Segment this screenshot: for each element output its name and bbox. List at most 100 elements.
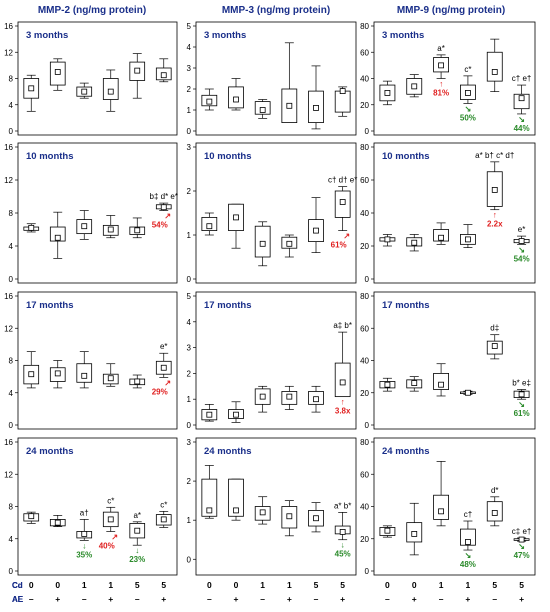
cd-group-value: 1 (439, 580, 444, 590)
significance-label: c* (107, 496, 114, 505)
y-tick-label: 4 (187, 318, 192, 327)
box-median-marker (134, 527, 141, 534)
box-median-marker (81, 372, 88, 379)
significance-label: c† e† (512, 74, 532, 83)
y-tick-label: 3 (187, 438, 192, 447)
y-tick-label: 12 (4, 470, 13, 479)
box-median-marker (160, 204, 167, 211)
significance-label: c† (464, 510, 472, 519)
box-median-marker (28, 371, 35, 378)
box-median-marker (233, 96, 239, 103)
y-tick-label: 40 (360, 357, 369, 366)
cd-axis-label: Cd (12, 581, 23, 590)
ae-group-value: + (161, 594, 166, 604)
box-median-marker (107, 226, 114, 233)
y-tick-label: 80 (360, 143, 369, 152)
box-median-marker (518, 391, 525, 398)
change-percent: 48% (460, 560, 476, 569)
box-median-marker (313, 227, 319, 234)
y-tick-label: 5 (187, 22, 192, 31)
box-median-marker (518, 238, 525, 244)
y-tick-label: 0 (9, 275, 14, 284)
box-median-marker (160, 516, 167, 523)
change-percent: 61% (331, 241, 347, 250)
y-tick-label: 12 (4, 48, 13, 57)
change-percent: 44% (514, 124, 530, 133)
box-iqr (486, 51, 503, 82)
ae-group-value: – (29, 594, 34, 604)
panel-label: 10 months (26, 151, 74, 162)
box-median-marker (233, 507, 239, 514)
box-median-marker (160, 72, 167, 79)
y-tick-label: 16 (4, 22, 13, 31)
y-tick-label: 0 (365, 567, 370, 576)
y-tick-label: 60 (360, 470, 369, 479)
significance-label: c‡ e† (512, 527, 532, 536)
change-percent: 2.2x (487, 220, 503, 229)
box-median-marker (411, 531, 418, 537)
box-median-marker (81, 531, 88, 537)
y-tick-label: 0 (365, 421, 370, 430)
panel-label: 3 months (204, 30, 246, 41)
cd-group-value: 0 (234, 580, 239, 590)
box-median-marker (286, 393, 293, 400)
y-tick-label: 12 (4, 324, 13, 333)
change-percent: 45% (335, 550, 351, 559)
panel-label: 3 months (382, 30, 424, 41)
ae-group-value: – (439, 594, 444, 604)
cd-group-value: 0 (55, 580, 60, 590)
y-tick-label: 40 (360, 503, 369, 512)
box-median-marker (465, 539, 471, 545)
significance-label: c* (464, 65, 471, 74)
y-tick-label: 60 (360, 48, 369, 57)
y-tick-label: 4 (9, 242, 14, 251)
box-median-marker (134, 67, 141, 74)
y-tick-label: 0 (187, 275, 192, 284)
box-median-marker (259, 240, 266, 247)
y-tick-label: 80 (360, 292, 369, 301)
box-median-marker (28, 85, 35, 92)
change-percent: 61% (514, 409, 530, 418)
box-median-marker (339, 88, 346, 94)
panel-frame (373, 437, 536, 576)
box-median-marker (384, 236, 391, 243)
cd-axis-label: Cd (12, 581, 23, 590)
panel-label: 17 months (204, 300, 252, 311)
box-median-marker (81, 88, 88, 95)
box-median-marker (134, 227, 141, 234)
significance-label: d* (491, 486, 499, 495)
y-tick-label: 8 (9, 357, 14, 366)
box-median-marker (28, 513, 35, 520)
y-tick-label: 5 (187, 292, 192, 301)
change-percent: 54% (514, 254, 530, 263)
change-arrow: ↘ (518, 400, 525, 409)
cd-group-value: 1 (466, 580, 471, 590)
box-median-marker (206, 507, 213, 514)
y-tick-label: 4 (9, 101, 14, 110)
significance-label: c† d† e* (328, 176, 357, 185)
box-median-marker (206, 411, 213, 418)
cd-group-value: 1 (260, 580, 265, 590)
box-median-marker (339, 199, 346, 205)
y-tick-label: 3 (187, 143, 192, 152)
panel-label: 10 months (204, 151, 252, 162)
box-median-marker (107, 88, 114, 95)
y-tick-label: 2 (187, 85, 192, 94)
box-median-marker (313, 396, 319, 403)
box-median-marker (28, 224, 35, 231)
column-title: MMP-2 (ng/mg protein) (38, 5, 146, 16)
y-tick-label: 0 (9, 421, 14, 430)
box-median-marker (438, 62, 444, 69)
ae-group-value: – (492, 594, 497, 604)
change-percent: 29% (152, 387, 168, 396)
change-arrow: ↓ (82, 541, 86, 550)
change-arrow: ↘ (465, 551, 472, 560)
panel-label: 17 months (382, 300, 430, 311)
box-median-marker (54, 234, 61, 241)
box-median-marker (438, 234, 444, 241)
panel-frame (195, 437, 357, 576)
cd-group-value: 1 (108, 580, 113, 590)
panel-label: 24 months (382, 446, 430, 457)
panel-label: 3 months (26, 30, 68, 41)
ae-group-value: + (287, 594, 292, 604)
